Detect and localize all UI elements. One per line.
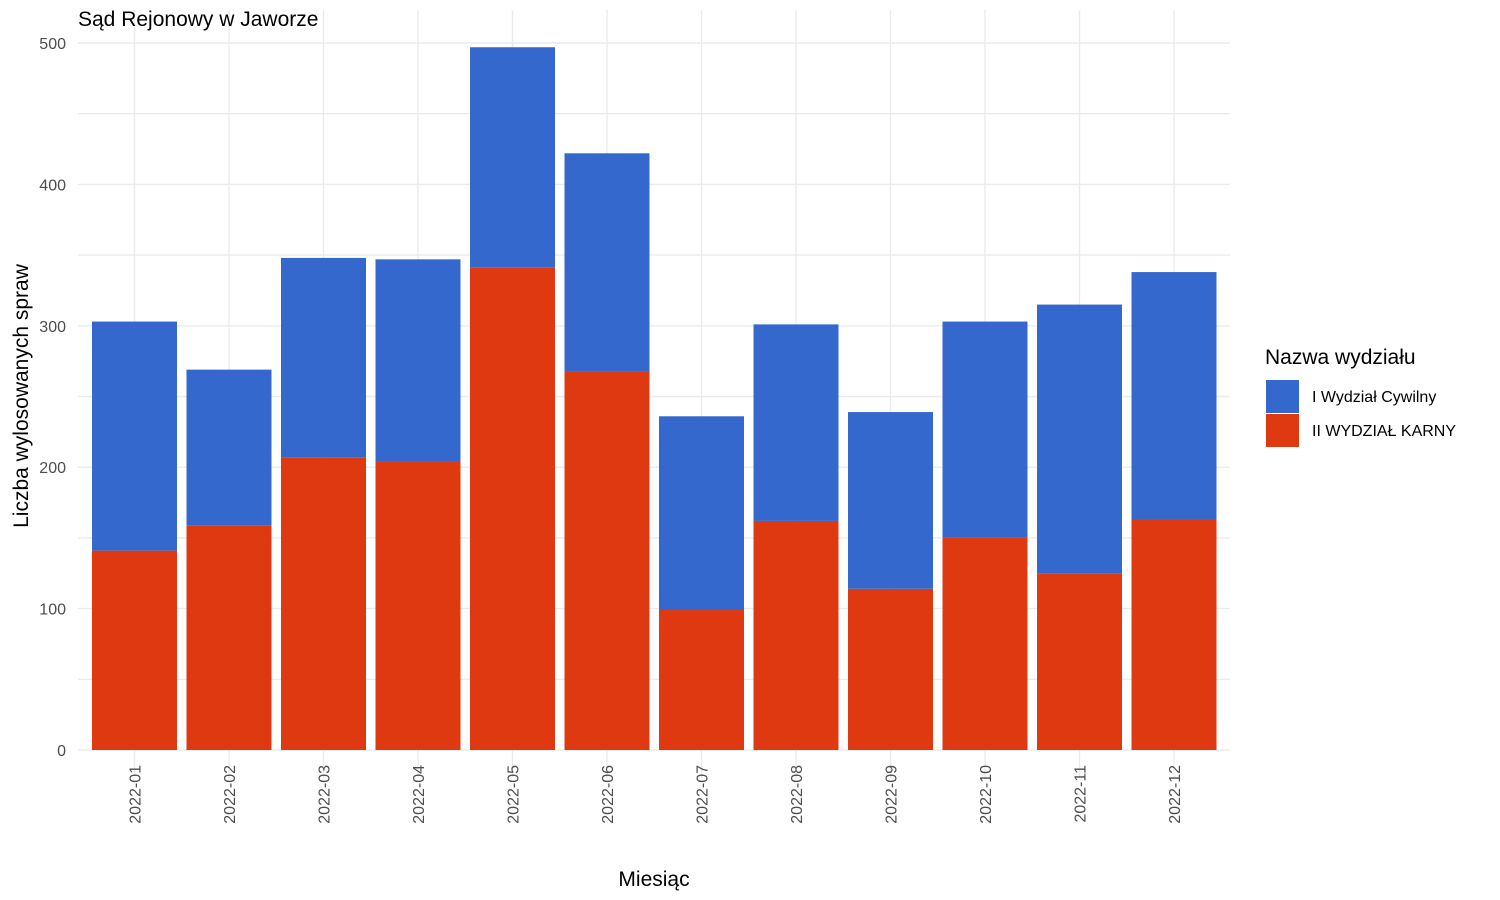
bar-cywilny: [470, 47, 555, 268]
x-tick-label: 2022-10: [978, 765, 995, 824]
bar-karny: [375, 461, 461, 750]
x-tick-label: 2022-03: [317, 765, 334, 824]
bar-karny: [186, 525, 272, 750]
bar-karny: [848, 588, 933, 750]
y-tick-label: 200: [39, 460, 66, 477]
x-tick-labels: 2022-01 2022-02 2022-03 2022-04 2022-05 2022-…: [128, 765, 1185, 824]
x-tick-label: 2022-01: [128, 765, 145, 824]
bar-cywilny: [564, 153, 650, 372]
bar-karny: [564, 371, 650, 750]
y-tick-label: 100: [39, 602, 66, 619]
x-tick-label: 2022-02: [222, 765, 239, 824]
x-tick-label: 2022-05: [506, 765, 523, 824]
bar-cywilny: [375, 259, 461, 462]
bar-karny: [659, 610, 744, 750]
y-tick-label: 0: [57, 743, 66, 760]
legend-swatch: [1266, 380, 1299, 413]
chart-title: Sąd Rejonowy w Jaworze: [78, 8, 318, 31]
bar-karny: [1037, 573, 1122, 750]
x-tick-label: 2022-07: [695, 765, 712, 824]
bar-cywilny: [92, 321, 177, 551]
x-tick-label: 2022-09: [884, 765, 901, 824]
bar-cywilny: [942, 321, 1028, 538]
bar-karny: [942, 537, 1028, 750]
bar-cywilny: [1131, 272, 1217, 520]
bar-cywilny: [1037, 304, 1122, 574]
bar-cywilny: [186, 369, 272, 526]
bar-cywilny: [848, 412, 933, 589]
legend-label: II WYDZIAŁ KARNY: [1312, 423, 1456, 440]
bars-layer: [92, 47, 1217, 750]
bar-karny: [753, 520, 839, 750]
bar-karny: [281, 457, 366, 750]
legend-label: I Wydział Cywilny: [1312, 389, 1436, 406]
y-tick-label: 400: [39, 177, 66, 194]
legend-swatch: [1266, 414, 1299, 447]
x-tick-label: 2022-12: [1167, 765, 1184, 824]
y-tick-labels: 0 100 200 300 400 500: [39, 36, 66, 760]
x-tick-label: 2022-04: [411, 765, 428, 824]
x-tick-label: 2022-11: [1073, 765, 1090, 823]
bar-cywilny: [753, 324, 839, 521]
x-tick-label: 2022-08: [789, 765, 806, 824]
bar-cywilny: [281, 257, 366, 458]
legend: Nazwa wydziału I Wydział Cywilny II WYDZI…: [1265, 346, 1456, 447]
legend-items: I Wydział Cywilny II WYDZIAŁ KARNY: [1266, 380, 1456, 447]
bar-karny: [470, 267, 555, 750]
bar-karny: [92, 550, 177, 750]
legend-title: Nazwa wydziału: [1265, 346, 1416, 369]
x-axis-title: Miesiąc: [618, 868, 689, 891]
x-tick-label: 2022-06: [600, 765, 617, 824]
bar-karny: [1131, 519, 1217, 750]
y-tick-label: 300: [39, 319, 66, 336]
bar-cywilny: [659, 416, 744, 611]
y-tick-label: 500: [39, 36, 66, 53]
y-axis-title: Liczba wylosowanych spraw: [10, 263, 33, 528]
